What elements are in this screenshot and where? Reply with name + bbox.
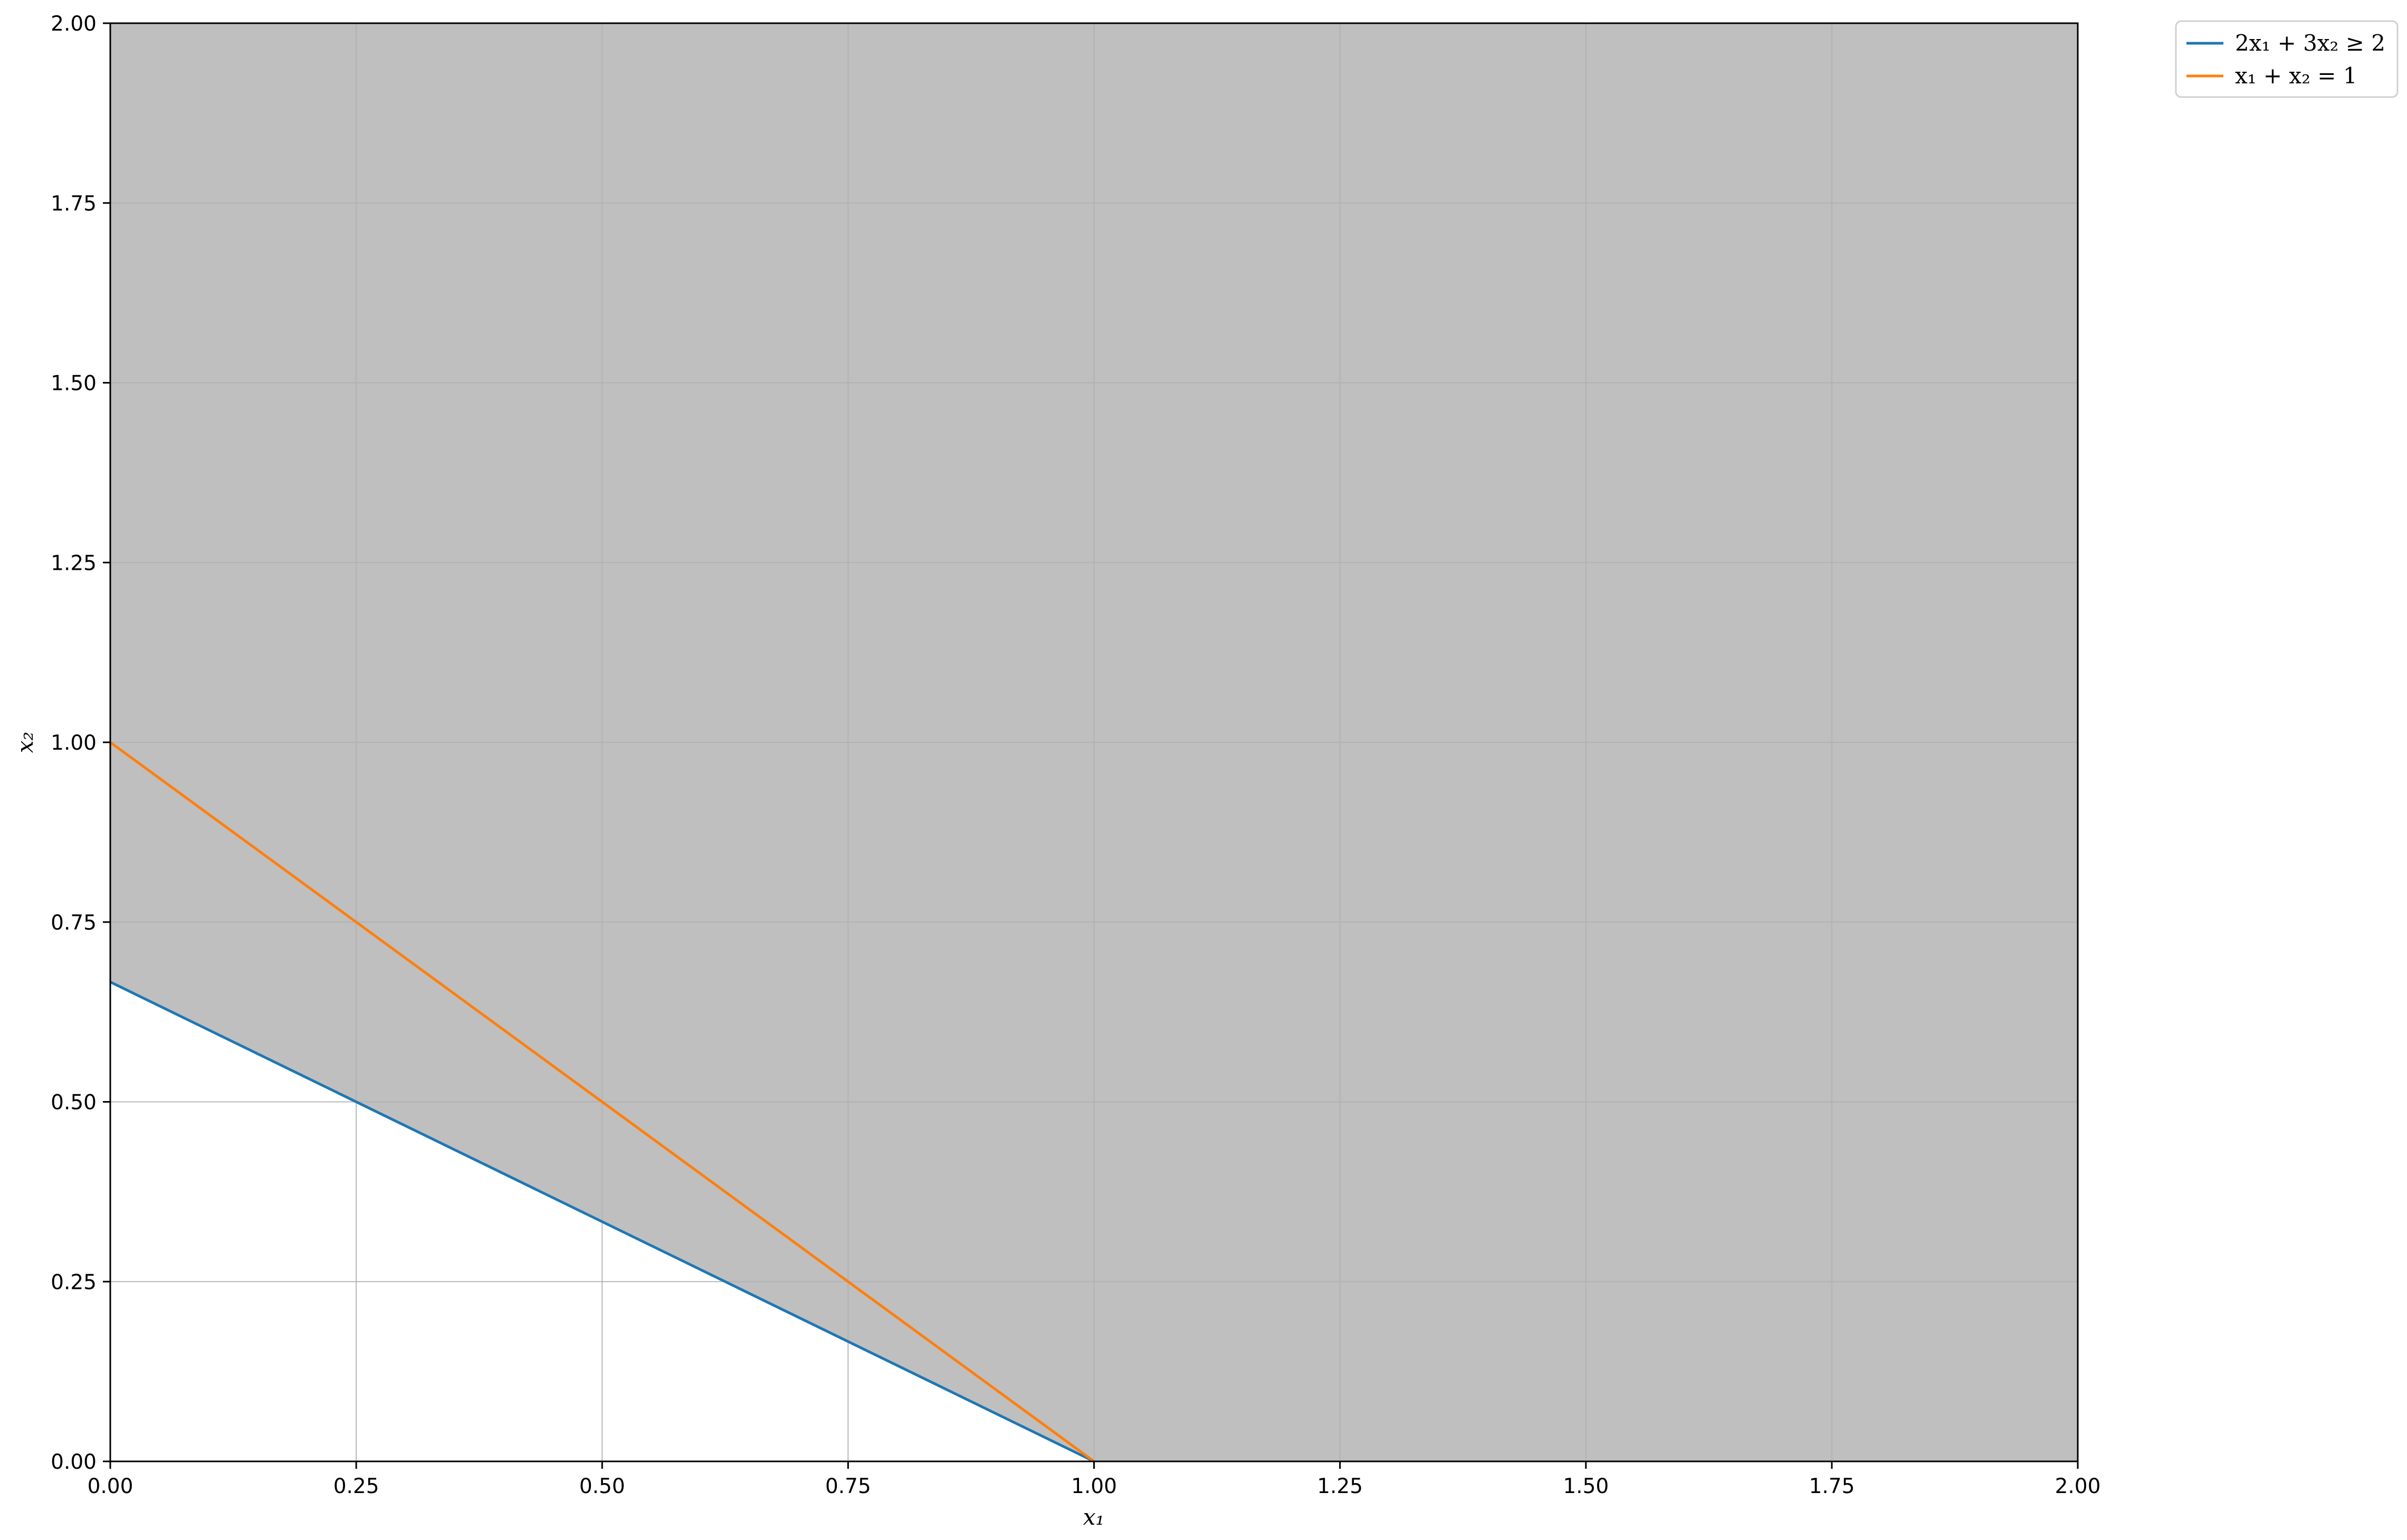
y-tick-label: 1.00 (51, 731, 97, 755)
y-tick-label: 0.50 (51, 1091, 97, 1115)
y-axis-label: x₂ (12, 732, 38, 753)
series-line-1 (109, 981, 1095, 1463)
x-axis-label: x₁ (1083, 1504, 1105, 1530)
x-tick-label: 0.50 (579, 1475, 625, 1498)
x-tick-label: 0.25 (333, 1475, 379, 1498)
x-tick-label: 0.75 (825, 1475, 871, 1498)
legend-label-2: x₁ + x₂ = 1 (2235, 63, 2357, 89)
series-line-2 (109, 741, 1095, 1463)
series-lines (109, 741, 1095, 1463)
y-tick-label: 1.50 (51, 372, 97, 396)
x-tick-label: 0.00 (88, 1475, 133, 1498)
legend: 2x₁ + 3x₂ ≥ 2 x₁ + x₂ = 1 (2175, 20, 2399, 98)
x-tick-label: 1.00 (1071, 1475, 1117, 1498)
y-tick-label: 0.75 (51, 911, 97, 935)
y-tick-label: 2.00 (51, 12, 97, 36)
x-tick-label: 1.25 (1317, 1475, 1363, 1498)
y-axis-ticks: 0.00 0.25 0.50 0.75 1.00 1.25 1.50 1.75 2.00 (51, 12, 110, 1474)
legend-label-1: 2x₁ + 3x₂ ≥ 2 (2235, 30, 2385, 56)
x-tick-label: 1.75 (1809, 1475, 1855, 1498)
x-axis-ticks: 0.00 0.25 0.50 0.75 1.00 1.25 1.50 1.75 2.00 (88, 1461, 2101, 1498)
y-tick-label: 0.25 (51, 1270, 97, 1294)
x-tick-label: 1.50 (1563, 1475, 1609, 1498)
y-tick-label: 1.25 (51, 551, 97, 575)
y-tick-label: 1.75 (51, 192, 97, 216)
y-tick-label: 0.00 (51, 1450, 97, 1474)
legend-box (2175, 20, 2399, 98)
x-tick-label: 2.00 (2055, 1475, 2101, 1498)
